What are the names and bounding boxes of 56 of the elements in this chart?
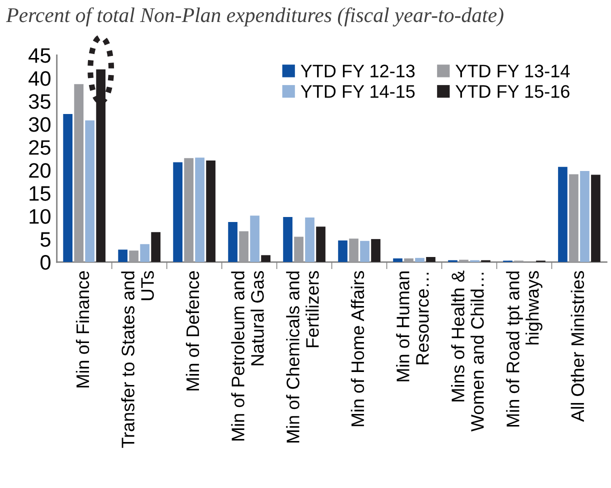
- bar: [283, 216, 292, 262]
- legend-label: YTD FY 13-14: [456, 64, 570, 78]
- y-tick-label: 10: [30, 209, 50, 224]
- bar: [338, 240, 348, 262]
- bar: [184, 158, 194, 262]
- bar: [294, 236, 304, 262]
- y-tick-label: 40: [28, 71, 50, 86]
- bar: [250, 216, 260, 262]
- bar: [316, 226, 326, 262]
- bar: [118, 250, 128, 262]
- bar: [404, 258, 414, 262]
- bar: [239, 231, 248, 262]
- x-tick-label: Min of Human Resource…: [396, 272, 429, 382]
- bar: [85, 120, 94, 262]
- bar: [261, 255, 270, 262]
- bar: [558, 166, 568, 262]
- x-tick-label: Transfer to States and UTs: [121, 271, 154, 448]
- x-tick-label: Min of Defence: [186, 271, 200, 390]
- x-tick-label: Min of Petroleum and Natural Gas: [231, 271, 264, 441]
- bar: [393, 258, 402, 262]
- bar: [195, 158, 204, 262]
- y-tick-label: 5: [40, 232, 50, 247]
- bar: [140, 244, 150, 262]
- bar: [591, 174, 600, 262]
- bar: [228, 222, 238, 262]
- y-tick-label: 25: [29, 140, 50, 155]
- bar: [129, 250, 138, 262]
- bar: [580, 171, 590, 262]
- bar: [569, 174, 578, 262]
- bar: [360, 240, 370, 262]
- bar: [415, 258, 424, 262]
- y-tick-label: 35: [28, 94, 50, 109]
- legend-label: YTD FY 15-16: [456, 85, 570, 98]
- bar: [371, 239, 380, 262]
- x-tick-label: Min of Home Affairs: [350, 271, 364, 426]
- y-tick-label: 30: [28, 117, 50, 132]
- x-tick-label: All Other Ministries: [570, 271, 584, 422]
- bar: [305, 217, 314, 262]
- y-tick-label: 20: [29, 163, 50, 178]
- x-tick-label: Mins of Health & Women and Child…: [451, 270, 484, 432]
- bar: [151, 232, 160, 262]
- x-tick-label: Min of Chemicals and Fertilizers: [286, 271, 319, 443]
- legend-label: YTD FY 12-13: [300, 64, 415, 78]
- bar: [74, 84, 84, 262]
- bar: [426, 257, 436, 262]
- y-tick-label: 15: [30, 186, 50, 201]
- bar: [173, 162, 182, 262]
- bar: [63, 114, 72, 262]
- bar: [349, 238, 358, 262]
- y-tick-label: 45: [28, 48, 50, 63]
- x-tick-label: Min of Finance: [76, 271, 90, 388]
- y-tick-label: 0: [40, 255, 50, 270]
- chart-title: Percent of total Non-Plan expenditures (fiscal year-to-date): [6, 7, 504, 26]
- legend-label: YTD FY 14-15: [300, 85, 415, 98]
- bar: [206, 160, 216, 262]
- x-tick-label: Min of Road tpt and highways: [506, 271, 542, 426]
